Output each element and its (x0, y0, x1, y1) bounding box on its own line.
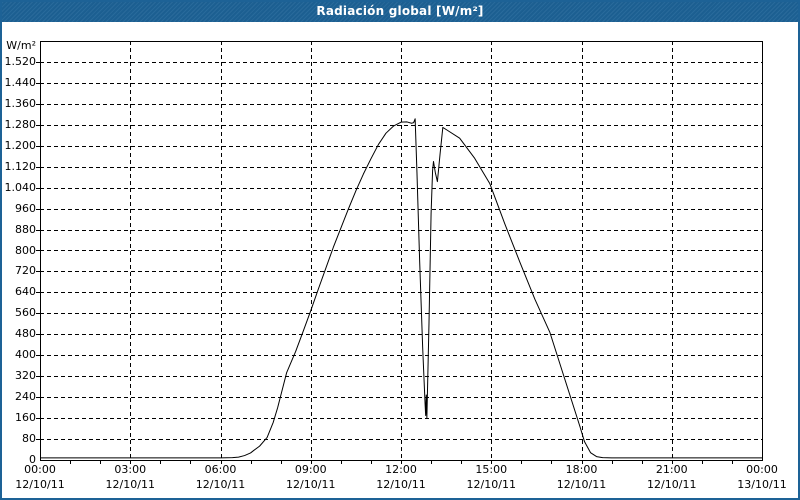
y-axis-tick-label: 720 (15, 264, 36, 278)
x-tick-time: 15:00 (475, 463, 508, 476)
x-axis-tick-label: 21:00 12/10/11 (632, 462, 712, 492)
x-tick-time: 00:00 (24, 463, 56, 476)
y-axis-tick-label: 880 (15, 222, 36, 236)
x-tick-date: 12/10/11 (466, 478, 516, 491)
x-tick-time: 09:00 (294, 463, 327, 476)
y-axis-tick-label: 240 (15, 390, 36, 404)
y-axis-tick-label: 160 (15, 411, 36, 425)
x-tick-date: 12/10/11 (376, 478, 426, 491)
x-axis-tick-label: 12:00 12/10/11 (361, 462, 441, 492)
y-axis-tick-label: 560 (15, 306, 36, 320)
y-axis-tick-label: 0 (29, 453, 36, 466)
y-axis-tick-label: 800 (15, 243, 36, 257)
y-axis-tick-label: 1.120 (4, 159, 37, 173)
y-axis-unit-label: W/m² (6, 39, 36, 52)
x-axis-tick-label: 00:00 13/10/11 (722, 462, 800, 492)
x-axis-tick-label: 06:00 12/10/11 (181, 462, 261, 492)
radiation-curve (40, 118, 762, 459)
y-axis-tick-label: 1.040 (4, 180, 37, 194)
y-axis-tick-label: 1.200 (4, 138, 37, 152)
axis-ticks (36, 62, 733, 464)
x-tick-date: 12/10/11 (15, 478, 65, 491)
x-tick-date: 13/10/11 (737, 478, 787, 491)
x-tick-date: 12/10/11 (286, 478, 336, 491)
y-axis-tick-label: 480 (15, 327, 36, 341)
x-tick-time: 21:00 (655, 463, 688, 476)
x-tick-time: 03:00 (114, 463, 147, 476)
x-axis-tick-label: 00:00 12/10/11 (0, 462, 80, 492)
y-axis-tick-label: 1.280 (4, 117, 37, 131)
x-tick-date: 12/10/11 (647, 478, 697, 491)
y-axis-tick-label: 80 (22, 432, 36, 446)
x-tick-time: 06:00 (204, 463, 237, 476)
x-axis-tick-label: 03:00 12/10/11 (90, 462, 170, 492)
y-axis-tick-label: 320 (15, 369, 36, 383)
x-axis-tick-label: 15:00 12/10/11 (451, 462, 531, 492)
x-axis-tick-label: 18:00 12/10/11 (542, 462, 622, 492)
plot-border (40, 41, 763, 461)
y-axis-tick-label: 1.360 (4, 96, 37, 110)
x-tick-date: 12/10/11 (195, 478, 246, 491)
radiation-line-chart (36, 41, 763, 464)
chart-title: Radiación global [W/m²] (316, 4, 484, 18)
x-tick-date: 12/10/11 (105, 478, 155, 491)
y-axis-tick-label: 1.440 (4, 75, 37, 89)
y-axis-tick-label: 640 (15, 285, 36, 299)
x-tick-time: 00:00 (746, 463, 778, 476)
x-tick-time: 12:00 (385, 463, 417, 476)
y-axis-tick-label: 400 (15, 348, 36, 362)
x-tick-time: 18:00 (565, 463, 598, 476)
y-axis-tick-label: 960 (15, 201, 36, 215)
x-axis-tick-label: 09:00 12/10/11 (271, 462, 351, 492)
y-axis-tick-label: 1.520 (4, 54, 37, 68)
x-tick-date: 12/10/11 (556, 478, 607, 491)
chart-titlebar: Radiación global [W/m²] (0, 0, 800, 22)
